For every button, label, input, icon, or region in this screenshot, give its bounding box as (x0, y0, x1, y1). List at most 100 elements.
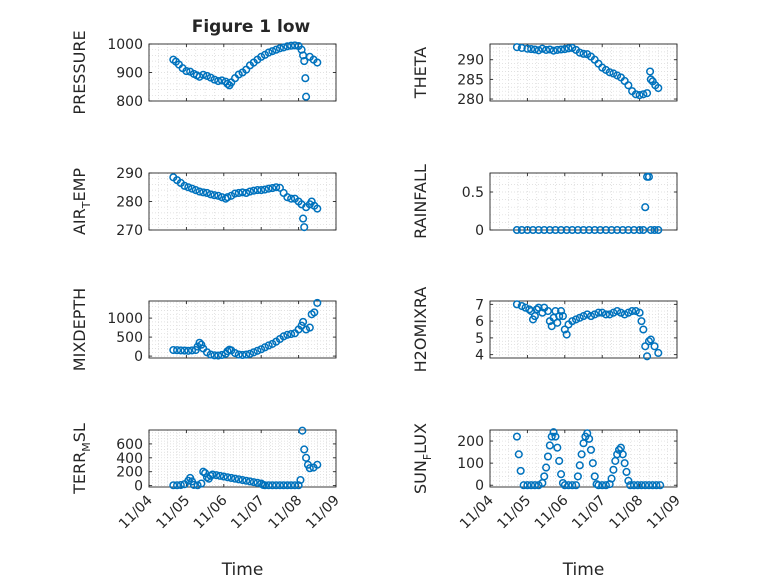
axes-box (489, 300, 678, 359)
data-point (562, 330, 571, 339)
data-point (601, 481, 610, 490)
data-point (551, 307, 560, 316)
data-point (184, 183, 193, 192)
axes-box (489, 43, 678, 102)
data-point (173, 346, 182, 355)
y-tick-label: 200 (457, 434, 484, 450)
data-point (197, 340, 206, 349)
data-point (555, 312, 564, 321)
data-point (618, 225, 627, 235)
y-axis-label: SUNFLUX (411, 423, 434, 494)
data-point (605, 310, 614, 319)
data-point (206, 350, 215, 359)
data-point (585, 225, 594, 235)
y-tick-label: 0 (134, 479, 143, 495)
y-tick-label: 600 (116, 437, 143, 453)
data-point (654, 225, 663, 235)
data-point (523, 44, 532, 53)
data-point (635, 308, 644, 317)
data-point (641, 342, 650, 351)
data-point (294, 481, 303, 490)
data-point (573, 225, 582, 235)
data-point (631, 90, 640, 99)
data-point (195, 187, 204, 196)
data-point (300, 223, 309, 232)
data-point (624, 225, 633, 235)
data-point (629, 225, 639, 235)
data-point (594, 308, 603, 317)
y-tick-label: 900 (116, 66, 143, 82)
data-point (547, 432, 556, 441)
data-point (283, 330, 292, 339)
data-point (594, 481, 603, 490)
data-point (264, 481, 273, 490)
data-point (169, 481, 178, 490)
data-point (542, 45, 551, 54)
data-point (257, 186, 266, 195)
data-point (210, 75, 219, 84)
data-point (590, 472, 599, 481)
data-point (290, 41, 299, 50)
data-point (654, 348, 663, 358)
data-point (230, 474, 240, 483)
data-point (517, 225, 526, 235)
data-point (302, 92, 311, 101)
data-point (643, 352, 652, 361)
data-point (530, 481, 539, 490)
data-point (169, 345, 178, 355)
data-point (214, 351, 223, 360)
data-point (253, 186, 262, 195)
data-point (613, 307, 622, 316)
data-point (234, 475, 243, 484)
data-point (301, 74, 310, 83)
data-point (639, 325, 648, 334)
data-point (542, 463, 551, 472)
data-point (562, 225, 571, 235)
data-point (654, 83, 663, 93)
data-point (245, 349, 255, 358)
data-point (182, 67, 191, 76)
axes-box (489, 429, 678, 488)
data-point (296, 475, 305, 485)
x-axis-label: Time (562, 560, 605, 580)
data-point (530, 45, 539, 54)
subplot-air_temp: 270 280 290 AIRTEMP (70, 166, 337, 239)
data-point (607, 225, 616, 235)
data-point (305, 464, 314, 473)
data-point (579, 312, 588, 321)
data-point (287, 41, 296, 50)
data-point (637, 481, 646, 490)
data-point (579, 225, 588, 235)
y-axis-label: TERRMSL (70, 423, 93, 495)
data-point (173, 481, 182, 490)
data-point (217, 350, 226, 360)
data-point (249, 478, 258, 487)
data-point (637, 317, 646, 326)
data-point (639, 90, 648, 99)
data-point (216, 471, 225, 480)
data-point (514, 450, 523, 459)
data-point (527, 481, 536, 490)
data-point (230, 189, 240, 198)
data-point (590, 310, 599, 319)
y-tick-label: 1000 (107, 37, 143, 53)
data-point (538, 44, 547, 53)
data-point (299, 214, 308, 223)
data-point (290, 481, 299, 490)
data-point (629, 481, 639, 490)
data-point (264, 184, 273, 193)
data-point (601, 310, 610, 319)
data-point (523, 225, 532, 235)
data-point (553, 45, 562, 54)
data-point (605, 68, 614, 77)
data-point (551, 432, 560, 441)
data-point (553, 443, 562, 452)
data-point (217, 193, 226, 202)
data-point (313, 460, 322, 469)
data-point (644, 172, 654, 181)
data-point (607, 474, 616, 483)
y-tick-label: 7 (475, 297, 484, 313)
data-point (540, 225, 549, 235)
data-point (223, 79, 232, 88)
